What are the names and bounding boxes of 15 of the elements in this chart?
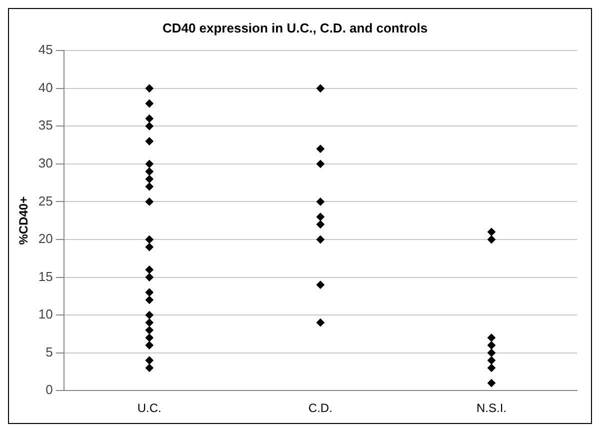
y-tick-label: 15	[38, 268, 53, 284]
y-tick-label: 20	[38, 231, 53, 246]
x-tick-label: C.D.	[308, 401, 332, 416]
y-tick-label: 35	[38, 118, 53, 133]
y-tick-label: 5	[46, 344, 53, 360]
y-tick-label: 45	[38, 42, 53, 58]
y-tick-label: 25	[38, 193, 53, 208]
chart-title: CD40 expression in U.C., C.D. and controls	[162, 20, 428, 36]
y-tick-label: 30	[38, 156, 53, 171]
x-tick-label: N.S.I.	[476, 401, 506, 416]
x-tick-label: U.C.	[137, 401, 162, 416]
y-tick-label: 40	[38, 80, 53, 95]
y-axis-title: %CD40+	[16, 196, 31, 245]
y-tick-label: 0	[46, 382, 53, 398]
y-tick-label: 10	[38, 306, 53, 322]
